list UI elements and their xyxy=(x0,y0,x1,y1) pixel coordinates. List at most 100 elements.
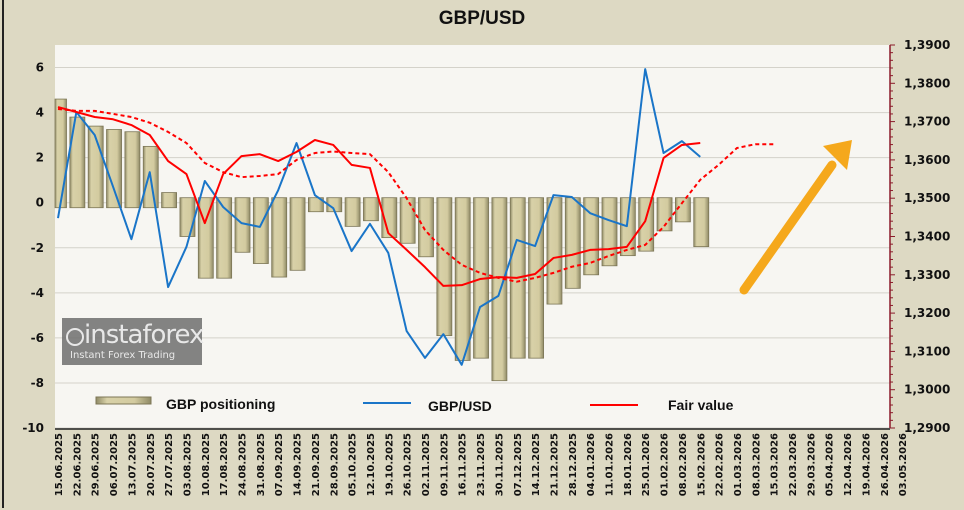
x-axis-tick-label: 04.01.2026 xyxy=(586,433,597,496)
x-axis-tick-label: 20.07.2025 xyxy=(146,433,157,496)
x-axis-tick-label: 17.08.2025 xyxy=(219,433,230,496)
right-axis-tick-label: 1,3000 xyxy=(904,383,950,397)
series-line-gbp-usd xyxy=(57,68,701,366)
bar xyxy=(69,116,86,209)
bar xyxy=(583,197,600,276)
x-axis-tick-label: 13.07.2025 xyxy=(127,433,138,496)
bar xyxy=(289,197,306,271)
bar xyxy=(216,197,233,279)
left-axis-tick-label: -6 xyxy=(31,331,44,345)
right-axis-tick-label: 1,2900 xyxy=(904,421,950,435)
left-axis-tick-label: 6 xyxy=(36,61,44,75)
x-axis-tick-label: 10.08.2025 xyxy=(201,433,212,496)
right-axis-tick-label: 1,3500 xyxy=(904,191,950,205)
x-axis-tick-label: 21.12.2025 xyxy=(549,433,560,496)
x-axis-tick-label: 23.11.2025 xyxy=(476,433,487,496)
left-axis-tick-label: 2 xyxy=(36,151,44,165)
legend-label-gbp-usd: GBP/USD xyxy=(428,398,492,414)
x-axis-tick-label: 28.09.2025 xyxy=(329,433,340,496)
left-axis-tick-label: 4 xyxy=(36,106,44,120)
x-axis-tick-label: 08.02.2026 xyxy=(678,433,689,496)
x-axis-tick-label: 02.11.2025 xyxy=(421,433,432,496)
arrow-head-icon xyxy=(823,140,852,170)
x-axis-tick-label: 28.12.2025 xyxy=(568,433,579,496)
x-axis-tick-label: 31.08.2025 xyxy=(256,433,267,496)
x-axis-tick-label: 06.07.2025 xyxy=(109,433,120,496)
x-axis-tick-label: 03.08.2025 xyxy=(182,433,193,496)
bar xyxy=(252,197,269,264)
right-axis-tick-label: 1,3400 xyxy=(904,230,950,244)
x-axis-tick-label: 11.01.2026 xyxy=(605,433,616,496)
x-axis-tick-label: 22.03.2026 xyxy=(788,433,799,496)
bar xyxy=(399,197,416,244)
x-axis-tick-label: 07.09.2025 xyxy=(274,433,285,496)
legend-swatch-gbp-positioning xyxy=(95,396,152,405)
bar xyxy=(491,197,508,382)
bar xyxy=(454,197,471,361)
x-axis-tick-label: 30.11.2025 xyxy=(494,433,505,496)
x-axis-tick-label: 12.10.2025 xyxy=(366,433,377,496)
legend-label-gbp-positioning: GBP positioning xyxy=(166,396,275,412)
bar xyxy=(179,197,196,237)
arrow-annotation xyxy=(739,160,837,295)
x-axis-tick-label: 18.01.2026 xyxy=(623,433,634,496)
x-axis-tick-label: 01.02.2026 xyxy=(660,433,671,496)
series-line-fair-value-trend xyxy=(57,107,774,283)
x-axis-tick-label: 26.10.2025 xyxy=(403,433,414,496)
left-axis-tick-label: -10 xyxy=(22,421,44,435)
left-axis-tick-label: -2 xyxy=(31,241,44,255)
bar xyxy=(307,197,324,213)
bar xyxy=(363,197,379,222)
x-axis-tick-label: 22.02.2026 xyxy=(715,433,726,496)
x-axis-tick-label: 05.10.2025 xyxy=(348,433,359,496)
left-axis-tick-label: -8 xyxy=(31,376,44,390)
x-axis-tick-label: 07.12.2025 xyxy=(513,433,524,496)
right-axis-tick-label: 1,3200 xyxy=(904,306,950,320)
bar xyxy=(54,98,67,209)
series-line-fair-value xyxy=(57,106,701,287)
x-axis-tick-label: 08.03.2026 xyxy=(751,433,762,496)
watermark-logo: instaforex xyxy=(84,320,204,350)
x-axis-tick-label: 12.04.2026 xyxy=(843,433,854,496)
bar xyxy=(638,197,655,252)
bar xyxy=(436,197,453,337)
right-axis-tick-label: 1,3600 xyxy=(904,153,950,167)
x-axis-tick-label: 09.11.2025 xyxy=(439,433,450,496)
bar xyxy=(546,197,563,305)
x-axis-tick-label: 24.08.2025 xyxy=(238,433,249,496)
chart-title: GBP/USD xyxy=(438,8,526,29)
x-axis-tick-label: 15.06.2025 xyxy=(54,433,65,496)
bar xyxy=(381,197,398,239)
x-axis-tick-label: 15.02.2026 xyxy=(696,433,707,496)
left-axis-tick-label: 0 xyxy=(36,196,44,210)
x-axis-tick-label: 05.04.2026 xyxy=(825,433,836,496)
right-axis-tick-label: 1,3300 xyxy=(904,268,950,282)
logo-icon xyxy=(66,328,84,346)
x-axis-tick-label: 25.01.2026 xyxy=(641,433,652,496)
bar xyxy=(564,197,581,289)
x-axis-tick-label: 16.11.2025 xyxy=(458,433,469,496)
x-axis-tick-label: 15.03.2026 xyxy=(770,433,781,496)
bar xyxy=(161,192,178,209)
x-axis-tick-label: 01.03.2026 xyxy=(733,433,744,496)
x-axis-tick-label: 19.04.2026 xyxy=(861,433,872,496)
bar xyxy=(106,129,122,209)
x-axis-tick-label: 14.09.2025 xyxy=(293,433,304,496)
x-axis-tick-label: 29.03.2026 xyxy=(806,433,817,496)
bar xyxy=(344,197,361,227)
bar xyxy=(528,197,544,359)
left-axis-tick-label: -4 xyxy=(31,286,44,300)
watermark-tagline: Instant Forex Trading xyxy=(70,350,176,361)
bar xyxy=(271,197,288,278)
x-axis-tick-label: 21.09.2025 xyxy=(311,433,322,496)
bar xyxy=(418,197,434,258)
bar xyxy=(693,197,710,248)
legend-label-fair-value: Fair value xyxy=(668,397,734,413)
watermark: instaforex Instant Forex Trading xyxy=(62,318,204,365)
x-axis-tick-label: 27.07.2025 xyxy=(164,433,175,496)
bar xyxy=(675,197,691,223)
bar xyxy=(124,131,141,209)
x-axis-tick-label: 14.12.2025 xyxy=(531,433,542,496)
